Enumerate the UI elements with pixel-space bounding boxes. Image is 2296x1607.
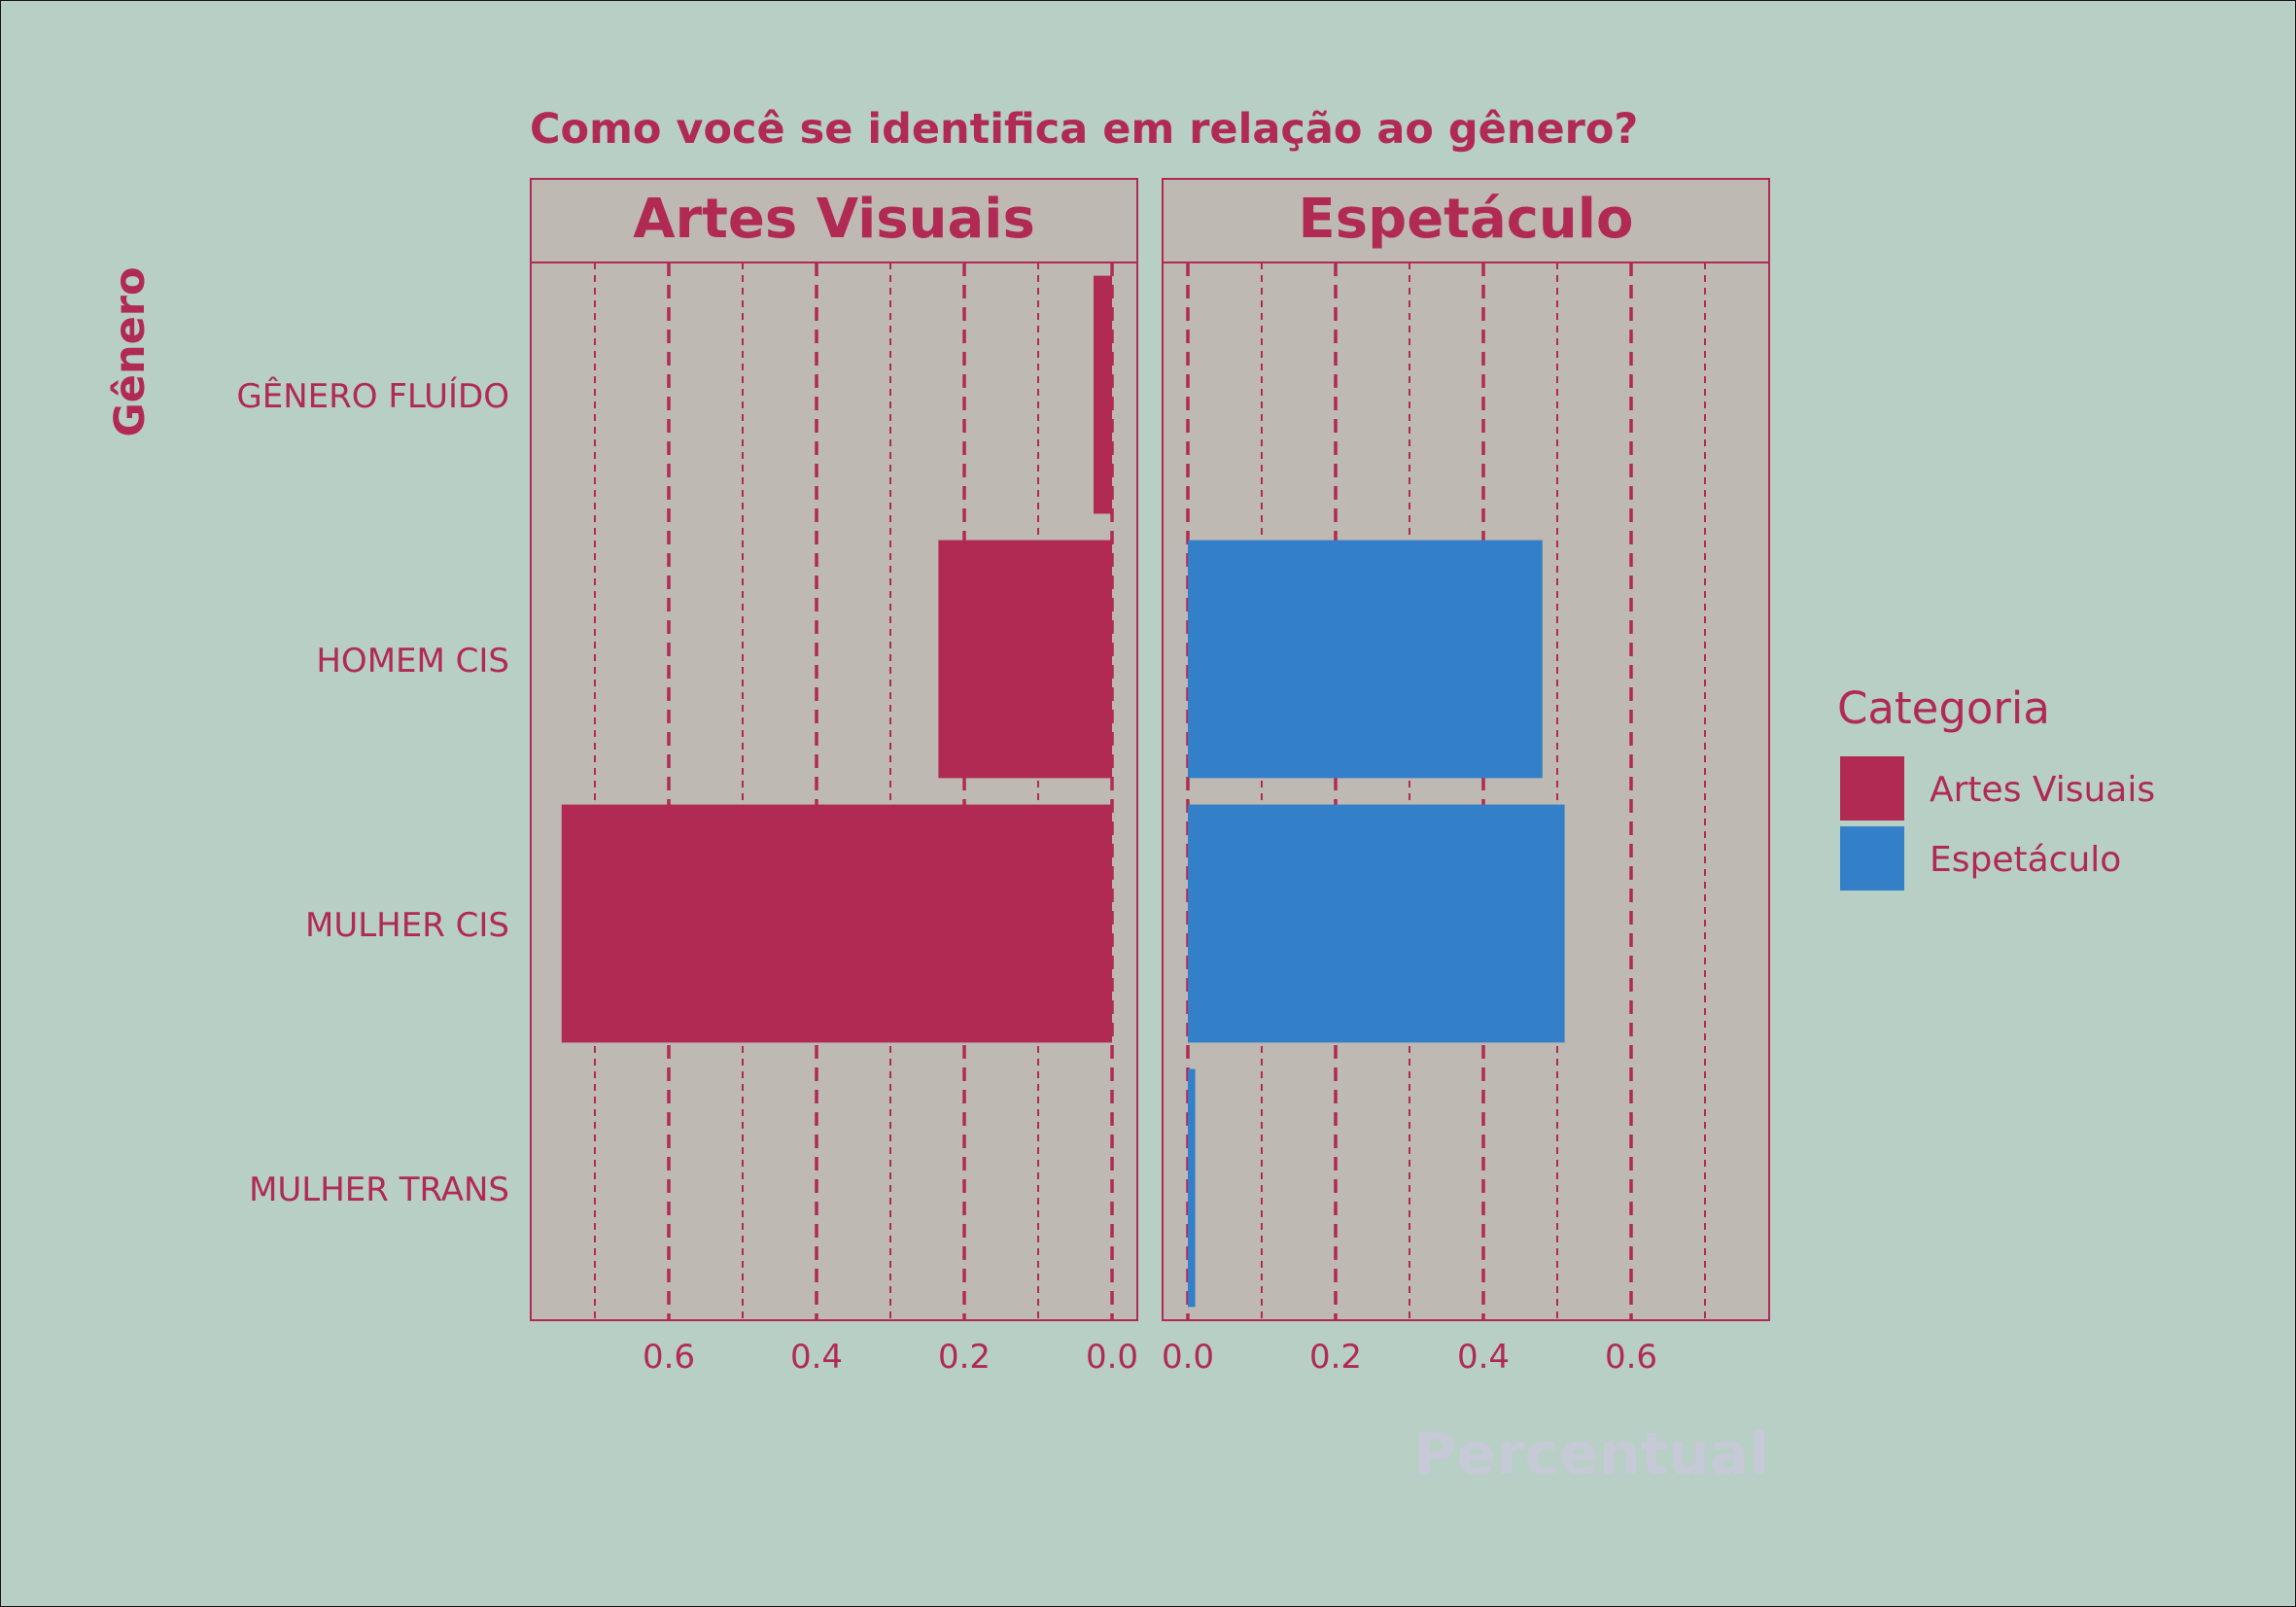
y-tick-label-mulher-cis: MULHER CIS bbox=[305, 906, 509, 945]
y-tick-label-mulher-trans: MULHER TRANS bbox=[249, 1170, 509, 1209]
legend-label-artes-visuais: Artes Visuais bbox=[1930, 770, 2155, 810]
legend-swatch-espetaculo bbox=[1840, 826, 1904, 891]
x-tick-label-artes-visuais: 0.2 bbox=[938, 1338, 991, 1377]
x-tick-label-espetaculo: 0.2 bbox=[1309, 1338, 1362, 1377]
panel-strip-artes-visuais bbox=[530, 178, 1138, 263]
legend: Categoria Artes Visuais Espetáculo bbox=[1837, 682, 2155, 891]
bar-espetaculo-mulher-trans bbox=[1188, 1068, 1196, 1308]
bar-artes-visuais-genero-fluido bbox=[1094, 275, 1112, 514]
panel-title-espetaculo: Espetáculo bbox=[1299, 188, 1634, 251]
x-tick-label-espetaculo: 0.0 bbox=[1162, 1338, 1214, 1377]
chart-title: Como você se identifica em relação ao gê… bbox=[530, 105, 1638, 154]
x-tick-label-espetaculo: 0.4 bbox=[1457, 1338, 1510, 1377]
x-tick-label-artes-visuais: 0.0 bbox=[1086, 1338, 1138, 1377]
bar-espetaculo-mulher-cis bbox=[1188, 804, 1565, 1043]
panel-background-espetaculo bbox=[1162, 262, 1770, 1321]
legend-label-espetaculo: Espetáculo bbox=[1930, 840, 2121, 880]
y-axis-label: Gênero bbox=[106, 267, 155, 437]
panel-strip-espetaculo bbox=[1162, 178, 1770, 263]
panel-title-artes-visuais: Artes Visuais bbox=[633, 188, 1035, 251]
bar-artes-visuais-mulher-cis bbox=[561, 804, 1112, 1043]
x-tick-label-artes-visuais: 0.4 bbox=[790, 1338, 843, 1377]
y-tick-label-homem-cis: HOMEM CIS bbox=[316, 642, 509, 681]
x-tick-label-espetaculo: 0.6 bbox=[1605, 1338, 1657, 1377]
x-tick-label-artes-visuais: 0.6 bbox=[643, 1338, 695, 1377]
bar-espetaculo-homem-cis bbox=[1188, 540, 1543, 779]
bar-artes-visuais-homem-cis bbox=[938, 540, 1112, 779]
x-axis-label: Percentual bbox=[1413, 1420, 1769, 1488]
legend-title: Categoria bbox=[1837, 682, 2050, 734]
panel-background-artes-visuais bbox=[530, 262, 1138, 1321]
y-tick-label-genero-fluido: GÊNERO FLUÍDO bbox=[236, 376, 509, 416]
legend-swatch-artes-visuais bbox=[1840, 756, 1904, 821]
